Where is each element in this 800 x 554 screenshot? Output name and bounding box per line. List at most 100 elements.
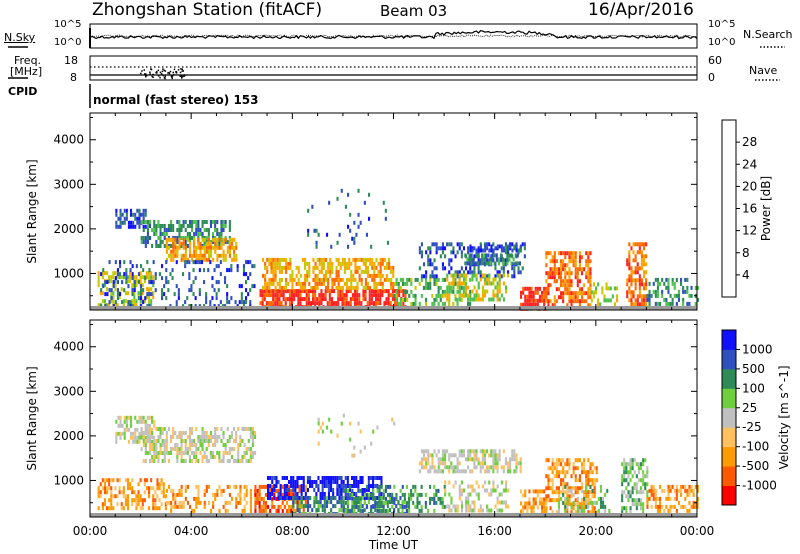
data-cell (171, 276, 174, 281)
data-cell (150, 478, 153, 483)
data-cell (555, 271, 558, 276)
data-cell (578, 251, 581, 256)
data-cell (131, 292, 134, 297)
freq-scatter-dot (181, 76, 183, 78)
data-cell (636, 262, 639, 267)
data-cell (339, 293, 342, 298)
data-cell (585, 263, 588, 268)
colorbar-frame (721, 119, 737, 298)
data-cell (193, 249, 196, 254)
data-cell (280, 277, 283, 282)
data-cell (205, 459, 208, 463)
data-cell (532, 489, 535, 494)
data-cell (564, 263, 567, 268)
data-cell (433, 274, 436, 279)
data-cell (331, 285, 334, 290)
data-cell (330, 244, 333, 249)
data-cell (364, 293, 367, 298)
data-cell (266, 257, 269, 262)
data-cell (135, 506, 138, 511)
data-cell (209, 260, 212, 265)
data-cell (139, 478, 142, 483)
data-cell (507, 248, 510, 253)
data-cell (341, 289, 344, 294)
data-cell (429, 484, 432, 489)
data-cell (122, 275, 125, 280)
data-cell (125, 216, 128, 221)
data-cell (245, 296, 248, 301)
data-cell (465, 266, 468, 271)
data-cell (321, 508, 324, 513)
data-cell (353, 508, 356, 513)
data-cell (587, 255, 590, 260)
freq-scatter-dot (173, 73, 175, 76)
data-cell (488, 273, 491, 278)
data-cell (156, 482, 159, 487)
data-cell (242, 268, 245, 273)
data-cell (454, 453, 457, 458)
data-cell (547, 458, 550, 463)
data-cell (288, 293, 291, 298)
data-cell (251, 431, 254, 435)
data-cell (646, 494, 649, 499)
data-cell (292, 504, 295, 509)
data-cell (429, 500, 432, 505)
data-cell (315, 480, 318, 484)
data-cell (120, 502, 123, 507)
data-cell (303, 297, 306, 302)
data-cell (119, 212, 122, 217)
data-cell (509, 465, 512, 470)
data-cell (197, 241, 200, 246)
data-cell (595, 500, 598, 505)
data-cell (640, 502, 643, 507)
data-cell (316, 257, 319, 262)
data-cell (199, 257, 202, 262)
data-cell (448, 270, 451, 275)
data-cell (359, 500, 362, 505)
data-cell (384, 208, 387, 213)
data-cell (487, 261, 490, 266)
data-cell (636, 294, 639, 299)
data-cell (522, 302, 525, 307)
data-cell (288, 289, 291, 294)
data-cell (437, 301, 440, 306)
data-cell (349, 484, 352, 489)
data-cell (325, 496, 328, 501)
data-cell (591, 482, 594, 487)
data-cell (145, 486, 148, 491)
data-cell (219, 272, 222, 277)
nave-label: Nave (749, 64, 778, 77)
data-cell (143, 279, 146, 284)
data-cell (492, 488, 495, 493)
data-cell (158, 486, 161, 491)
data-cell (486, 242, 489, 247)
data-cell (688, 293, 691, 298)
data-cell (549, 299, 552, 304)
data-cell (350, 285, 353, 290)
data-cell (235, 496, 238, 501)
data-cell (129, 268, 132, 273)
data-cell (686, 277, 689, 282)
data-cell (663, 508, 666, 513)
data-cell (275, 488, 278, 493)
data-cell (578, 259, 581, 264)
data-cell (448, 289, 451, 294)
data-cell (599, 500, 602, 505)
data-cell (130, 212, 133, 217)
data-cell (172, 228, 175, 232)
data-cell (372, 476, 375, 480)
data-cell (307, 504, 310, 509)
data-cell (570, 291, 573, 296)
data-cell (278, 281, 281, 286)
data-cell (675, 492, 678, 497)
data-cell (264, 508, 267, 513)
data-cell (170, 508, 173, 513)
data-cell (578, 508, 581, 513)
data-cell (137, 490, 140, 495)
data-cell (314, 265, 317, 270)
data-cell (379, 289, 382, 294)
data-cell (233, 439, 236, 443)
data-cell (429, 469, 432, 474)
data-cell (351, 484, 354, 488)
data-cell (144, 447, 147, 451)
